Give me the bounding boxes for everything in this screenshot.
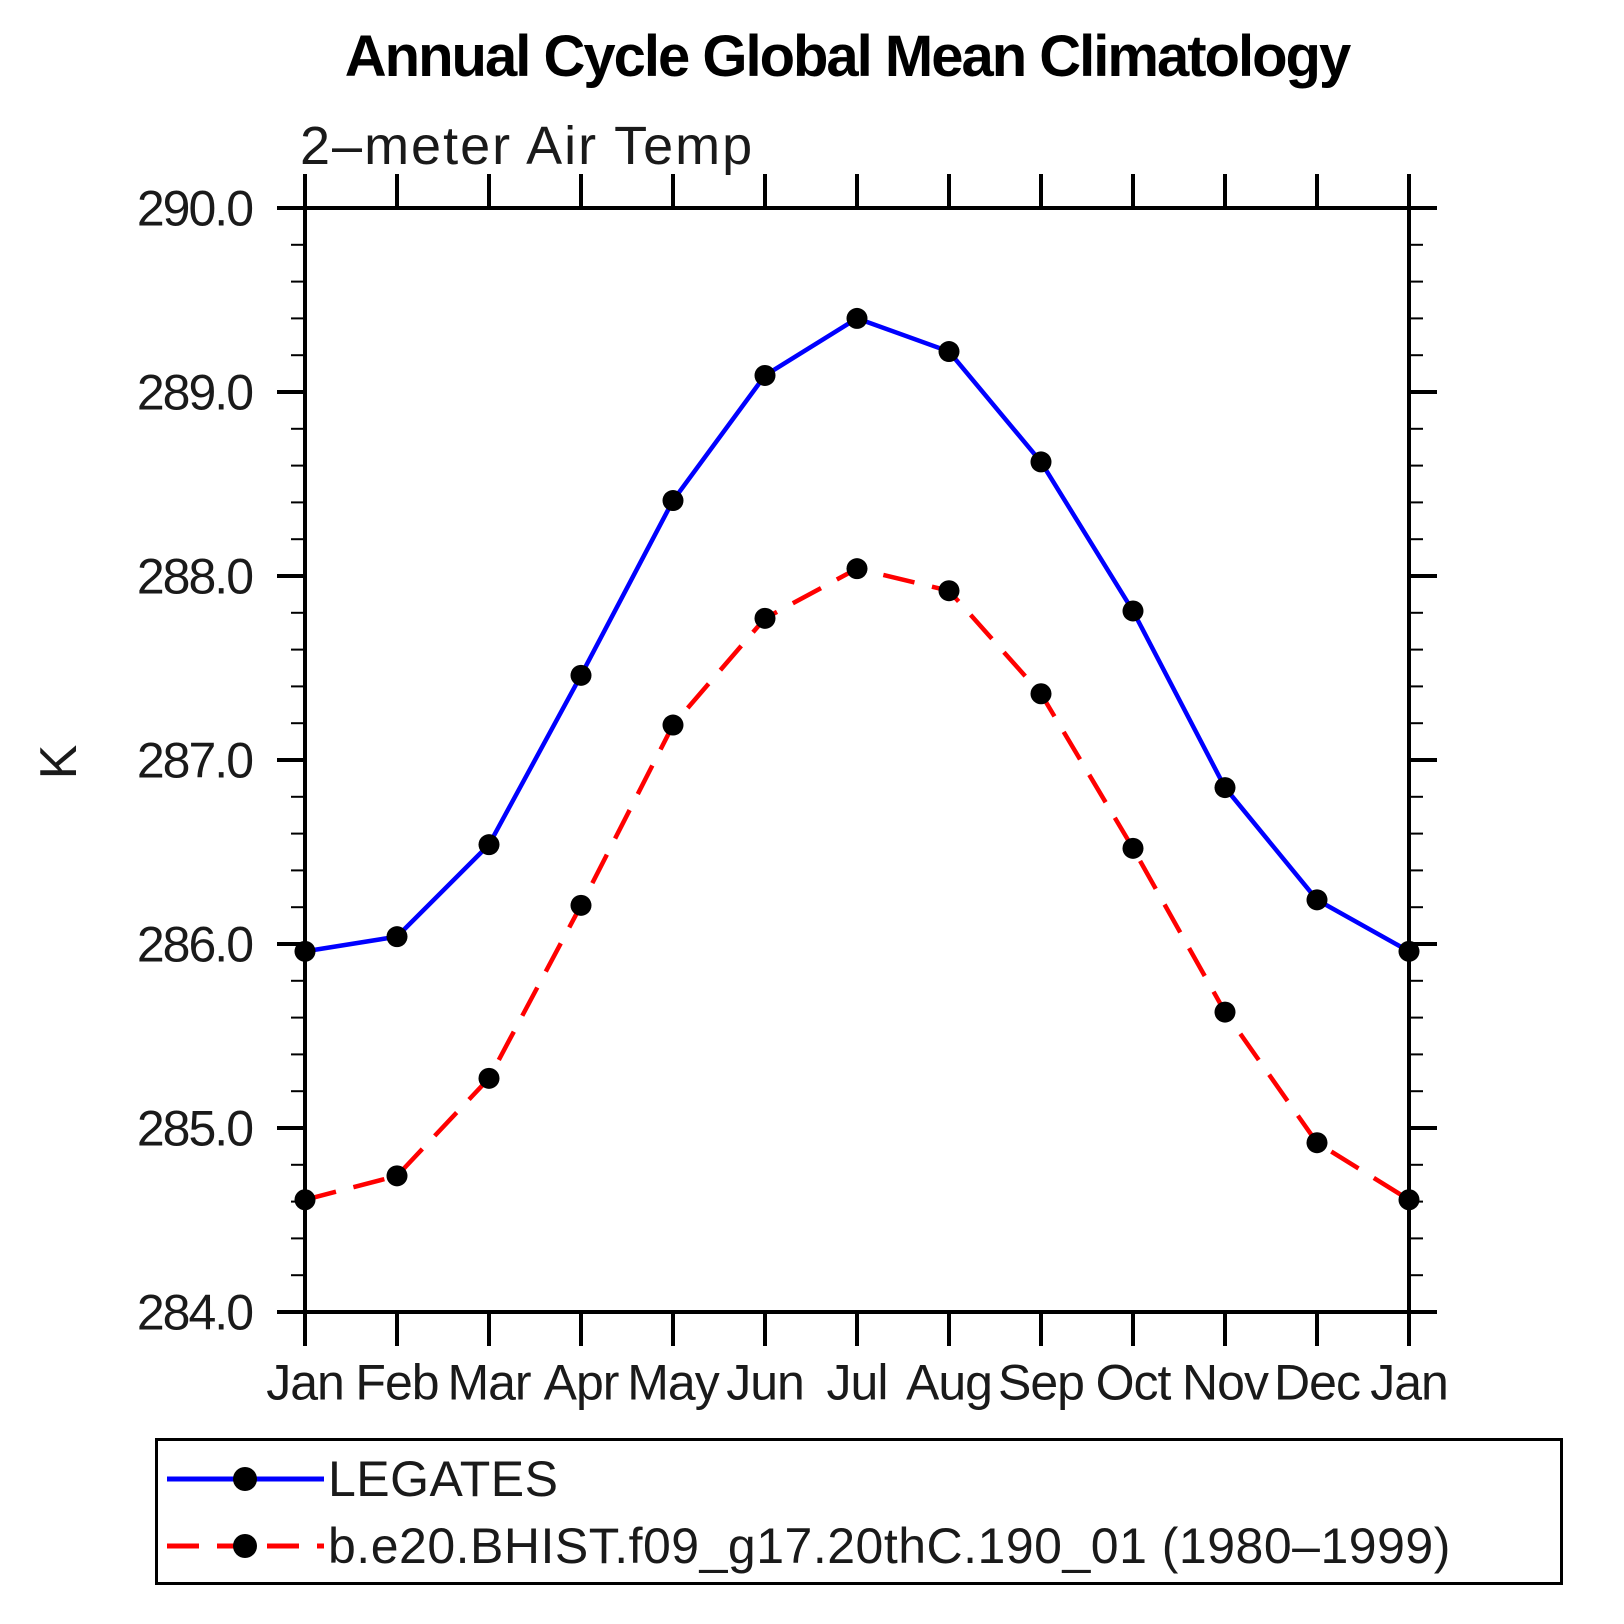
y-tick-label: 289.0 bbox=[137, 365, 252, 421]
x-tick-label: Nov bbox=[1182, 1355, 1269, 1411]
chart-title: Annual Cycle Global Mean Climatology bbox=[344, 24, 1351, 89]
data-point-marker-s0 bbox=[386, 926, 408, 948]
chart-subtitle: 2–meter Air Temp bbox=[300, 116, 755, 176]
series-line-0 bbox=[304, 315, 1411, 954]
y-tick-label: 288.0 bbox=[137, 549, 252, 605]
data-point-marker-s0 bbox=[1398, 940, 1420, 962]
data-point-marker-s1 bbox=[570, 894, 592, 916]
legend-box: LEGATES b.e20.BHIST.f09_g17.20thC.190_01… bbox=[155, 1438, 1563, 1585]
x-tick-label: Aug bbox=[906, 1355, 992, 1411]
x-tick-label: Jan bbox=[266, 1355, 344, 1411]
data-point-marker-s0 bbox=[1306, 889, 1328, 911]
x-tick-label: Mar bbox=[447, 1355, 530, 1411]
data-point-marker-s1 bbox=[1214, 1001, 1236, 1023]
legend-label-legates: LEGATES bbox=[328, 1451, 559, 1507]
y-tick-label: 286.0 bbox=[137, 917, 252, 973]
x-tick-label: Dec bbox=[1274, 1355, 1360, 1411]
legend-entry-model: b.e20.BHIST.f09_g17.20thC.190_01 (1980–1… bbox=[166, 1518, 1451, 1574]
data-point-marker-s0 bbox=[1122, 600, 1144, 622]
data-point-marker-s1 bbox=[1306, 1132, 1328, 1154]
data-point-marker-s0 bbox=[754, 364, 776, 386]
legend-line-sample-dashed bbox=[167, 1534, 324, 1558]
x-tick-label: Apr bbox=[544, 1355, 619, 1411]
data-point-marker-s0 bbox=[662, 490, 684, 512]
data-point-marker-s0 bbox=[294, 940, 316, 962]
legend-marker-dot bbox=[233, 1534, 257, 1558]
data-point-marker-s0 bbox=[1214, 777, 1236, 799]
data-point-marker-s0 bbox=[478, 834, 500, 856]
x-tick-label: Feb bbox=[355, 1355, 438, 1411]
x-tick-label: Jun bbox=[726, 1355, 804, 1411]
x-tick-label: Oct bbox=[1096, 1355, 1172, 1411]
series-line-1 bbox=[304, 566, 1411, 1202]
data-point-marker-s1 bbox=[846, 558, 868, 580]
data-point-marker-s1 bbox=[938, 580, 960, 602]
data-point-marker-s1 bbox=[754, 607, 776, 629]
data-point-marker-s0 bbox=[846, 307, 868, 329]
legend-label-model: b.e20.BHIST.f09_g17.20thC.190_01 (1980–1… bbox=[328, 1518, 1451, 1574]
x-tick-label: Sep bbox=[998, 1355, 1084, 1411]
data-point-marker-s0 bbox=[570, 664, 592, 686]
y-tick-label: 285.0 bbox=[137, 1101, 252, 1157]
plot-frame bbox=[303, 206, 1411, 1314]
x-tick-label: Jan bbox=[1370, 1355, 1448, 1411]
data-point-marker-s1 bbox=[294, 1189, 316, 1211]
legend-entry-legates: LEGATES bbox=[166, 1451, 558, 1507]
data-point-marker-s1 bbox=[386, 1165, 408, 1187]
legend-line-sample-solid bbox=[167, 1467, 324, 1491]
data-point-marker-s0 bbox=[938, 341, 960, 363]
y-tick-label: 284.0 bbox=[137, 1285, 252, 1341]
data-point-marker-s1 bbox=[478, 1067, 500, 1089]
data-point-marker-s1 bbox=[1030, 683, 1052, 705]
y-tick-label: 290.0 bbox=[137, 181, 252, 237]
legend-marker-dot bbox=[233, 1467, 257, 1491]
x-tick-label: Jul bbox=[827, 1355, 888, 1411]
data-point-marker-s1 bbox=[1122, 837, 1144, 859]
y-tick-label: 287.0 bbox=[137, 733, 252, 789]
data-point-marker-s0 bbox=[1030, 451, 1052, 473]
y-axis-label: K bbox=[30, 744, 88, 779]
x-tick-label: May bbox=[627, 1355, 719, 1411]
data-point-marker-s1 bbox=[1398, 1189, 1420, 1211]
data-point-marker-s1 bbox=[662, 714, 684, 736]
